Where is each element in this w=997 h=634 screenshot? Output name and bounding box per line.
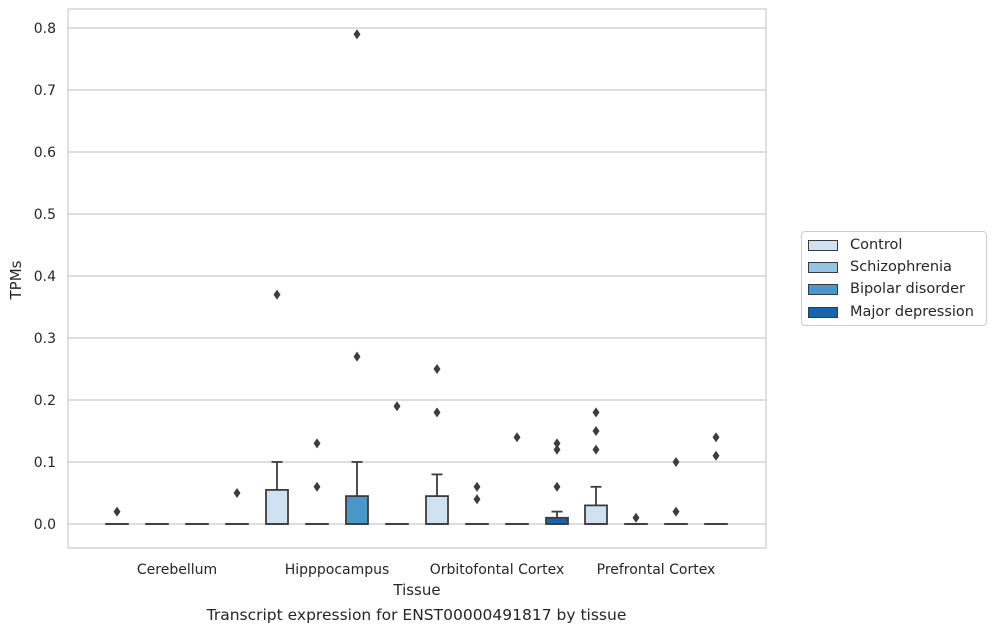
outlier-points	[113, 29, 720, 523]
outlier-point	[353, 351, 361, 362]
outlier-point	[672, 506, 680, 517]
outlier-point	[592, 426, 600, 436]
box-series	[105, 461, 728, 525]
outlier-point	[712, 432, 720, 443]
outlier-point	[553, 438, 561, 449]
legend-item-schizophrenia: Schizophrenia	[808, 257, 952, 277]
plot-frame	[67, 8, 767, 549]
legend-swatch-control	[808, 239, 838, 251]
outlier-point	[113, 506, 121, 517]
legend-item-major-depression: Major depression	[808, 302, 974, 322]
legend-label-bipolar: Bipolar disorder	[850, 281, 965, 297]
x-tick-label: Cerebellum	[137, 562, 217, 578]
outlier-point	[553, 444, 561, 455]
outlier-point	[513, 432, 521, 443]
legend-item-control: Control	[808, 235, 902, 255]
gridlines	[68, 27, 766, 525]
outlier-point	[473, 494, 481, 505]
outlier-point	[672, 457, 680, 467]
legend-label-major-depression: Major depression	[850, 304, 974, 320]
outlier-point	[712, 450, 720, 461]
x-tick-label: Hipppocampus	[285, 562, 390, 578]
outlier-point	[473, 481, 481, 492]
legend-label-schizophrenia: Schizophrenia	[850, 259, 952, 275]
outlier-point	[313, 481, 321, 492]
legend: Control Schizophrenia Bipolar disorder M…	[801, 231, 987, 326]
y-tick-label: 0.0	[34, 517, 56, 533]
box-rect	[345, 495, 369, 525]
box-rect	[545, 516, 569, 525]
y-tick-label: 0.2	[34, 393, 56, 409]
y-tick-label: 0.1	[34, 455, 56, 471]
y-tick-label: 0.3	[34, 331, 56, 347]
outlier-point	[233, 488, 241, 498]
y-tick-label: 0.6	[34, 145, 56, 161]
legend-item-bipolar: Bipolar disorder	[808, 279, 965, 299]
legend-swatch-major-depression	[808, 306, 838, 318]
outlier-point	[433, 407, 441, 418]
y-tick-label: 0.4	[34, 269, 56, 285]
box-rect	[584, 504, 608, 525]
x-axis-ticks: Cerebellum Hipppocampus Orbitofontal Corte…	[137, 562, 715, 578]
outlier-point	[353, 29, 361, 40]
legend-label-control: Control	[850, 237, 903, 253]
outlier-point	[553, 481, 561, 492]
outlier-point	[592, 407, 600, 418]
outlier-point	[393, 401, 401, 412]
x-tick-label: Prefrontal Cortex	[597, 562, 716, 578]
outlier-point	[592, 444, 600, 455]
y-axis-label: TPMs	[7, 260, 25, 300]
box-control	[584, 485, 608, 525]
x-tick-label: Orbitofontal Cortex	[430, 562, 565, 578]
outlier-point	[632, 512, 640, 523]
box-bipolar-disorder	[345, 461, 369, 525]
box-major-depression	[545, 510, 569, 525]
outlier-point	[313, 438, 321, 449]
y-tick-label: 0.5	[34, 207, 56, 223]
box-rect	[265, 488, 289, 525]
box-control	[425, 473, 449, 525]
y-axis-ticks: 0.0 0.1 0.2 0.3 0.4 0.5 0.6 0.7 0.8	[34, 21, 56, 533]
x-axis-label: Tissue	[392, 581, 440, 599]
legend-swatch-schizophrenia	[808, 261, 838, 273]
y-tick-label: 0.7	[34, 83, 56, 99]
outlier-point	[273, 289, 281, 300]
box-rect	[425, 495, 449, 525]
legend-swatch-bipolar	[808, 283, 838, 295]
chart-caption: Transcript expression for ENST0000049181…	[206, 606, 627, 624]
box-control	[265, 461, 289, 525]
y-tick-label: 0.8	[34, 21, 56, 37]
outlier-point	[433, 364, 441, 374]
